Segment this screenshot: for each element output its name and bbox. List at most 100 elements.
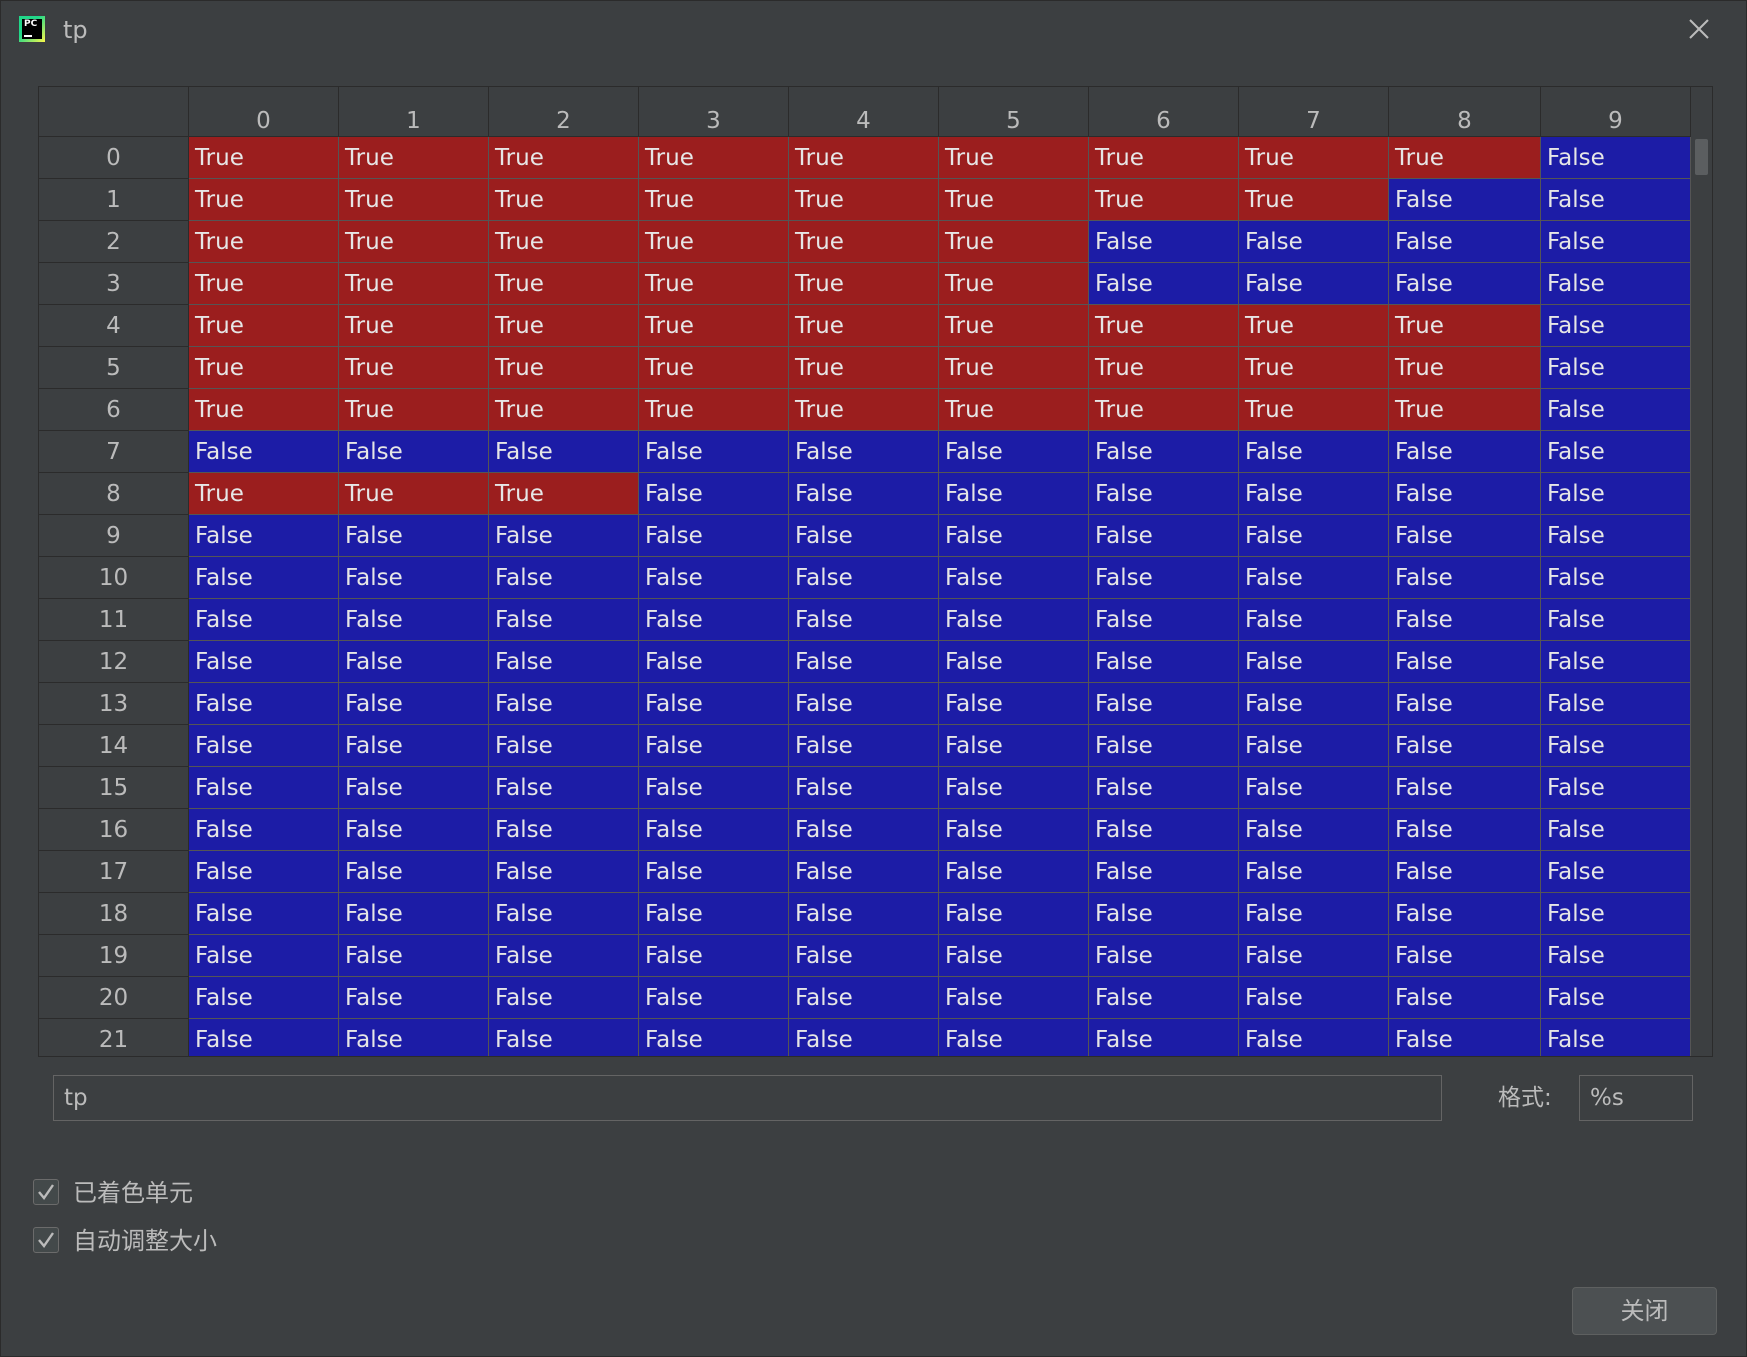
table-cell[interactable]: False	[789, 515, 939, 557]
row-header[interactable]: 1	[39, 179, 189, 221]
table-cell[interactable]: False	[189, 599, 339, 641]
table-cell[interactable]: False	[1541, 305, 1691, 347]
table-cell[interactable]: False	[1089, 935, 1239, 977]
table-cell[interactable]: False	[339, 851, 489, 893]
table-cell[interactable]: True	[339, 389, 489, 431]
table-cell[interactable]: False	[189, 431, 339, 473]
table-cell[interactable]: False	[189, 851, 339, 893]
table-cell[interactable]: True	[789, 263, 939, 305]
table-cell[interactable]: False	[489, 557, 639, 599]
row-header[interactable]: 11	[39, 599, 189, 641]
table-cell[interactable]: True	[489, 305, 639, 347]
table-cell[interactable]: False	[639, 431, 789, 473]
table-cell[interactable]: True	[1239, 137, 1389, 179]
table-cell[interactable]: False	[489, 725, 639, 767]
table-cell[interactable]: False	[1541, 431, 1691, 473]
table-cell[interactable]: True	[639, 347, 789, 389]
table-cell[interactable]: False	[939, 767, 1089, 809]
table-cell[interactable]: False	[1089, 431, 1239, 473]
row-header[interactable]: 0	[39, 137, 189, 179]
table-cell[interactable]: False	[339, 767, 489, 809]
table-cell[interactable]: False	[339, 809, 489, 851]
table-cell[interactable]: False	[789, 683, 939, 725]
table-cell[interactable]: True	[189, 305, 339, 347]
table-cell[interactable]: True	[1239, 179, 1389, 221]
table-cell[interactable]: True	[339, 347, 489, 389]
table-cell[interactable]: False	[1389, 599, 1541, 641]
table-cell[interactable]: False	[489, 851, 639, 893]
table-cell[interactable]: True	[939, 347, 1089, 389]
table-cell[interactable]: False	[1541, 557, 1691, 599]
table-cell[interactable]: False	[489, 431, 639, 473]
table-cell[interactable]: False	[339, 557, 489, 599]
table-cell[interactable]: False	[1389, 767, 1541, 809]
table-cell[interactable]: False	[939, 725, 1089, 767]
table-cell[interactable]: False	[189, 557, 339, 599]
table-cell[interactable]: False	[1541, 641, 1691, 683]
table-cell[interactable]: True	[1389, 389, 1541, 431]
row-header[interactable]: 3	[39, 263, 189, 305]
table-cell[interactable]: True	[489, 263, 639, 305]
table-cell[interactable]: False	[1239, 1019, 1389, 1056]
colored-cells-label[interactable]: 已着色单元	[73, 1179, 193, 1207]
table-cell[interactable]: False	[1389, 851, 1541, 893]
table-cell[interactable]: True	[1389, 137, 1541, 179]
table-cell[interactable]: False	[939, 851, 1089, 893]
table-cell[interactable]: False	[489, 767, 639, 809]
row-header[interactable]: 8	[39, 473, 189, 515]
table-cell[interactable]: False	[1239, 767, 1389, 809]
table-cell[interactable]: False	[1239, 725, 1389, 767]
table-cell[interactable]: False	[639, 515, 789, 557]
table-cell[interactable]: False	[639, 599, 789, 641]
table-cell[interactable]: False	[639, 557, 789, 599]
table-cell[interactable]: False	[1541, 389, 1691, 431]
table-cell[interactable]: True	[639, 221, 789, 263]
table-cell[interactable]: True	[789, 179, 939, 221]
table-cell[interactable]: True	[189, 137, 339, 179]
table-cell[interactable]: False	[789, 935, 939, 977]
table-cell[interactable]: False	[939, 431, 1089, 473]
table-cell[interactable]: False	[789, 431, 939, 473]
table-cell[interactable]: False	[1541, 977, 1691, 1019]
table-cell[interactable]: False	[339, 431, 489, 473]
close-button[interactable]: 关闭	[1572, 1287, 1717, 1335]
table-cell[interactable]: True	[1239, 389, 1389, 431]
table-cell[interactable]: False	[339, 683, 489, 725]
table-cell[interactable]: False	[1239, 851, 1389, 893]
table-cell[interactable]: True	[1239, 347, 1389, 389]
table-cell[interactable]: False	[1389, 557, 1541, 599]
table-cell[interactable]: True	[189, 389, 339, 431]
auto-resize-label[interactable]: 自动调整大小	[73, 1227, 217, 1255]
table-cell[interactable]: False	[789, 641, 939, 683]
table-cell[interactable]: False	[1089, 809, 1239, 851]
table-cell[interactable]: False	[1239, 641, 1389, 683]
table-cell[interactable]: True	[939, 389, 1089, 431]
column-header[interactable]: 7	[1239, 87, 1389, 137]
table-cell[interactable]: False	[1089, 263, 1239, 305]
table-cell[interactable]: True	[339, 263, 489, 305]
table-cell[interactable]: False	[939, 683, 1089, 725]
row-header[interactable]: 18	[39, 893, 189, 935]
table-cell[interactable]: False	[1541, 599, 1691, 641]
table-cell[interactable]: False	[939, 935, 1089, 977]
row-header[interactable]: 10	[39, 557, 189, 599]
table-cell[interactable]: True	[639, 179, 789, 221]
table-cell[interactable]: False	[639, 851, 789, 893]
table-cell[interactable]: True	[939, 137, 1089, 179]
table-cell[interactable]: False	[939, 599, 1089, 641]
table-cell[interactable]: True	[789, 389, 939, 431]
row-header[interactable]: 19	[39, 935, 189, 977]
table-cell[interactable]: False	[1389, 221, 1541, 263]
table-cell[interactable]: False	[789, 473, 939, 515]
table-cell[interactable]: False	[489, 599, 639, 641]
table-cell[interactable]: False	[1541, 725, 1691, 767]
column-header[interactable]: 0	[189, 87, 339, 137]
table-cell[interactable]: False	[789, 809, 939, 851]
column-header[interactable]: 4	[789, 87, 939, 137]
table-cell[interactable]: False	[1239, 599, 1389, 641]
table-cell[interactable]: False	[639, 977, 789, 1019]
row-header[interactable]: 6	[39, 389, 189, 431]
table-cell[interactable]: False	[1541, 893, 1691, 935]
table-cell[interactable]: False	[189, 725, 339, 767]
table-cell[interactable]: True	[1089, 347, 1239, 389]
